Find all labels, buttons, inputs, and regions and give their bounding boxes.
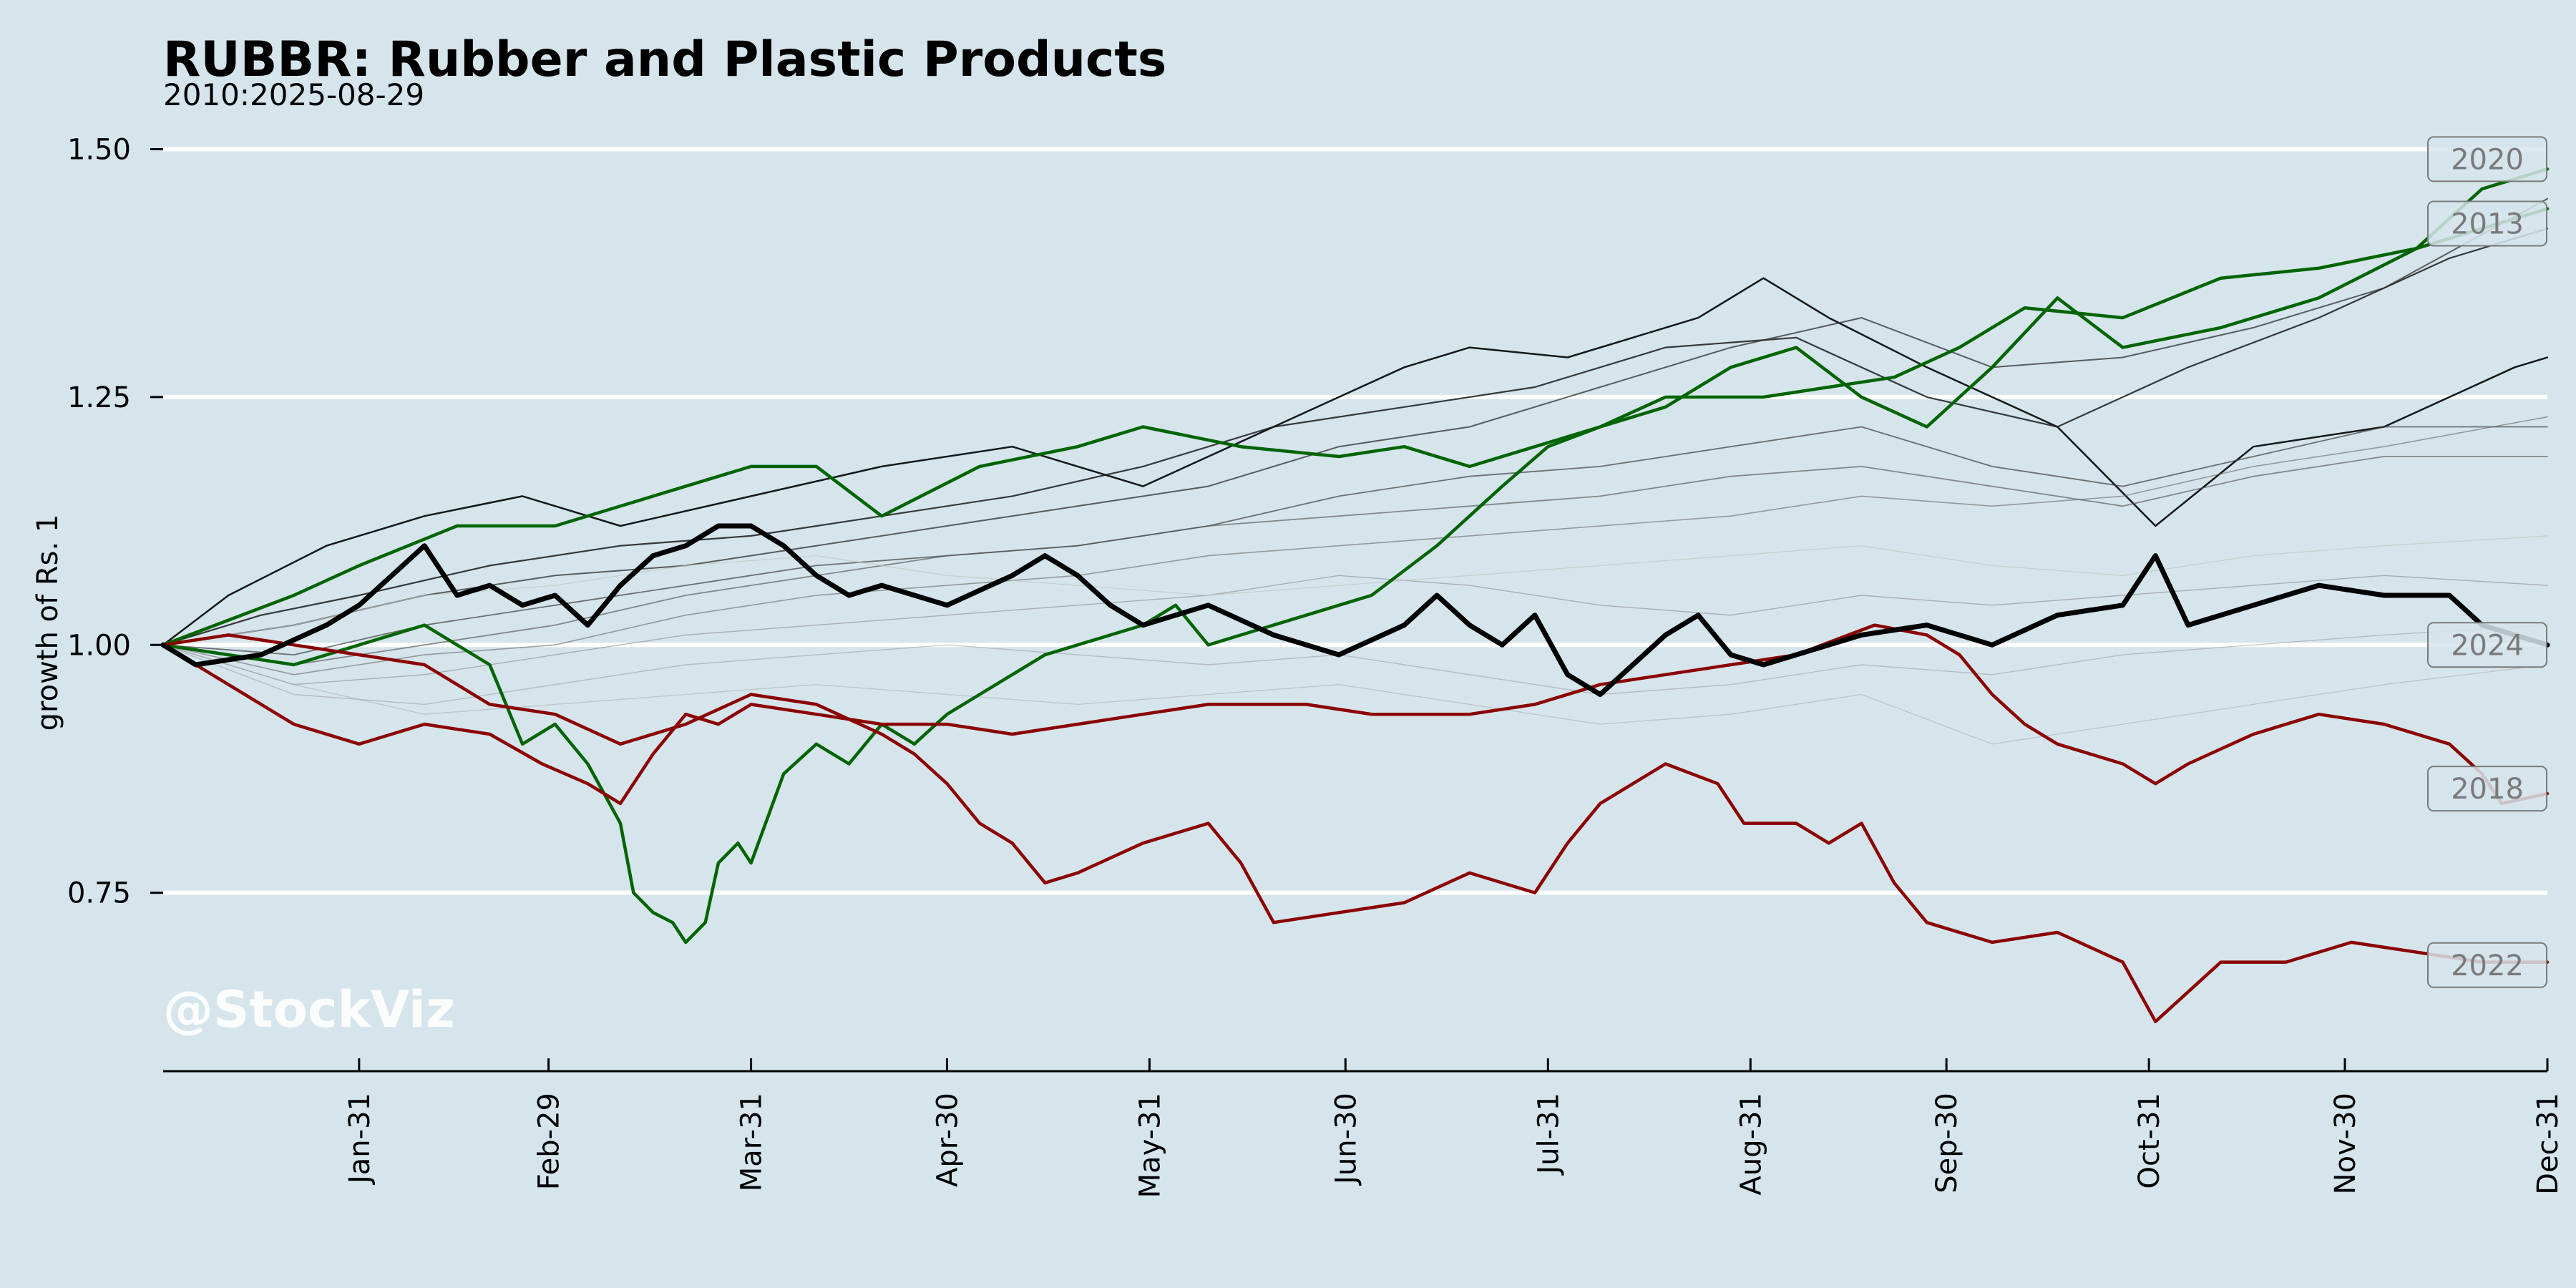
end-label-2013: 2013 <box>2451 208 2524 240</box>
series-line-3 <box>162 426 2548 655</box>
x-tick-label-1: Feb-29 <box>533 1093 566 1190</box>
end-label-box-2024 <box>2427 622 2547 668</box>
series-line-5 <box>162 416 2548 675</box>
y-tick-label-3: 1.50 <box>67 134 131 167</box>
series-line-2 <box>162 197 2548 646</box>
x-tick-label-2: Mar-31 <box>736 1093 769 1191</box>
chart-title: RUBBR: Rubber and Plastic Products <box>163 31 1166 88</box>
x-tick-label-0: Jan-31 <box>343 1093 376 1186</box>
series-line-2018 <box>161 623 2550 806</box>
chart-subtitle: 2010:2025-08-29 <box>163 77 424 112</box>
x-tick-label-5: Jun-30 <box>1330 1093 1362 1186</box>
series-line-2022 <box>161 633 2550 1023</box>
end-label-box-2020 <box>2427 136 2547 182</box>
y-tick-label-0: 0.75 <box>67 877 131 910</box>
x-tick-label-9: Oct-31 <box>2133 1093 2166 1189</box>
end-label-box-2013 <box>2427 200 2547 247</box>
x-tick-label-4: May-31 <box>1133 1093 1166 1198</box>
grid-lines <box>163 147 2547 895</box>
series-line-0 <box>162 277 2549 646</box>
end-label-box-2018 <box>2427 766 2547 812</box>
y-tick-label-2: 1.25 <box>67 381 131 414</box>
series-line-2013 <box>161 207 2550 647</box>
y-axis-label: growth of Rs. 1 <box>31 514 64 731</box>
x-tick-label-10: Nov-30 <box>2329 1093 2362 1194</box>
series-line-8 <box>162 644 2548 745</box>
end-label-2018: 2018 <box>2451 773 2524 806</box>
series-line-2020 <box>161 167 2550 945</box>
series-line-1 <box>162 228 2549 646</box>
end-label-2020: 2020 <box>2451 143 2524 176</box>
series-line-9 <box>162 535 2548 645</box>
axis-ticks: 0.75 1.00 1.25 1.50 Jan-31 Feb-29 Mar-31 Apr-30… <box>67 134 2565 1199</box>
end-label-2024: 2024 <box>2451 629 2524 662</box>
series-lines <box>160 167 2550 1023</box>
x-tick-label-8: Sep-30 <box>1931 1093 1963 1194</box>
watermark: @StockViz <box>163 980 455 1039</box>
x-tick-label-11: Dec-31 <box>2532 1093 2565 1195</box>
end-label-2022: 2022 <box>2451 950 2524 982</box>
x-tick-label-3: Apr-30 <box>931 1093 964 1187</box>
end-label-box-2022 <box>2427 942 2547 988</box>
series-line-2024 <box>160 523 2550 697</box>
x-tick-label-6: Jul-31 <box>1532 1093 1565 1176</box>
x-tick-label-7: Aug-31 <box>1735 1093 1767 1195</box>
y-tick-label-1: 1.00 <box>67 629 131 662</box>
series-line-6 <box>162 575 2548 686</box>
series-end-labels: 2020 2013 2024 2018 2022 <box>2427 136 2547 988</box>
series-line-4 <box>162 456 2548 665</box>
